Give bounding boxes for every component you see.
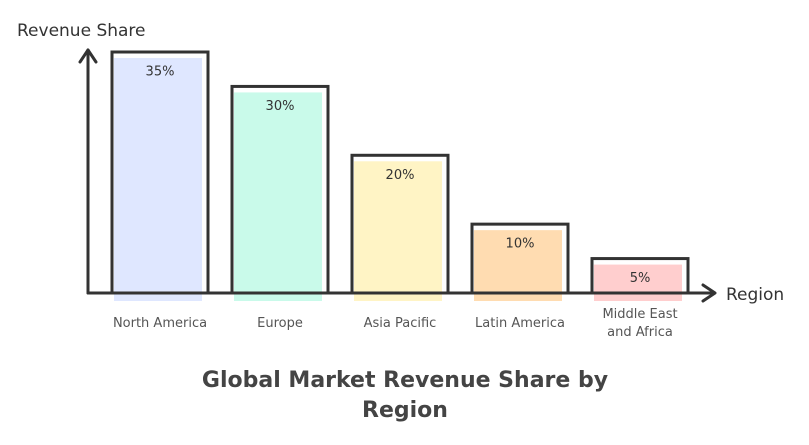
value-label: 20% xyxy=(386,168,415,183)
x-tick-label: North America xyxy=(112,316,208,331)
y-axis-arrow xyxy=(78,48,98,64)
bar xyxy=(110,50,210,295)
value-label: 10% xyxy=(506,237,535,252)
value-label: 35% xyxy=(146,65,175,80)
value-label: 30% xyxy=(266,99,295,114)
bar-fill xyxy=(234,92,322,301)
bar xyxy=(470,222,570,295)
bar xyxy=(350,153,450,295)
x-tick-label: Latin America xyxy=(475,316,565,331)
x-tick-label: Asia Pacific xyxy=(363,316,437,331)
x-tick-label: Europe xyxy=(257,316,303,331)
x-axis-label: Region xyxy=(726,285,784,305)
bar-fill xyxy=(594,264,682,301)
bar xyxy=(230,84,330,295)
chart-title: Global Market Revenue Share by Region xyxy=(201,368,609,423)
x-tick-label: Middle East and Africa xyxy=(602,307,678,340)
x-axis-arrow xyxy=(701,283,717,303)
bar-fill xyxy=(114,58,202,301)
bar xyxy=(590,257,690,295)
y-axis-label: Revenue Share xyxy=(17,21,146,41)
bar-fill xyxy=(474,230,562,301)
value-label: 5% xyxy=(630,271,651,286)
bar-fill xyxy=(354,161,442,301)
